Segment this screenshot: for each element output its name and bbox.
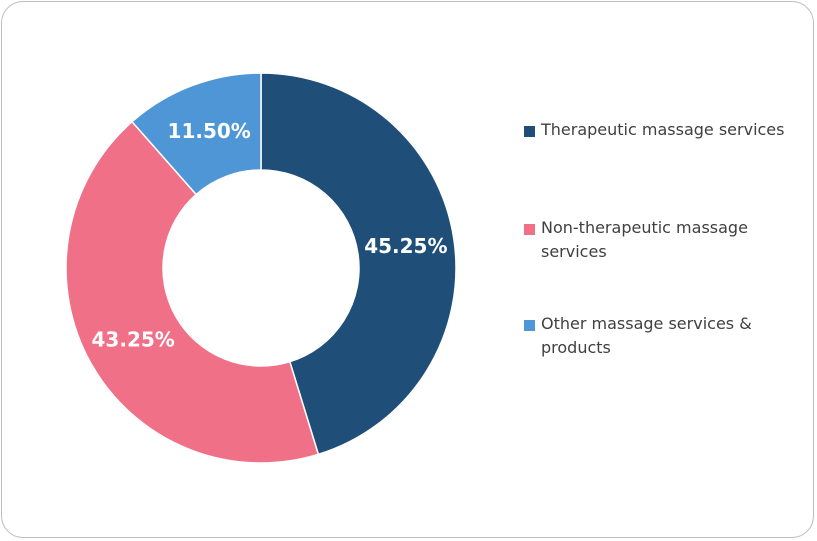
legend-swatch-therapeutic [524, 126, 535, 137]
donut-slice-therapeutic [260, 72, 457, 456]
data-label-therapeutic: 45.25% [364, 234, 447, 258]
legend-item-other: Other massage services & products [524, 312, 804, 360]
legend-item-therapeutic: Therapeutic massage services [524, 118, 784, 142]
legend-item-non-therapeutic: Non-therapeutic massage services [524, 216, 804, 264]
legend-label-non-therapeutic: Non-therapeutic massage services [541, 218, 748, 261]
donut-slice-non-therapeutic [65, 120, 320, 464]
legend-swatch-other [524, 320, 535, 331]
legend-swatch-non-therapeutic [524, 224, 535, 235]
data-label-other: 11.50% [168, 119, 251, 143]
data-label-non-therapeutic: 43.25% [92, 328, 175, 352]
donut-slice-other [130, 72, 262, 196]
legend-label-other: Other massage services & products [541, 314, 752, 357]
legend-label-therapeutic: Therapeutic massage services [541, 120, 785, 139]
